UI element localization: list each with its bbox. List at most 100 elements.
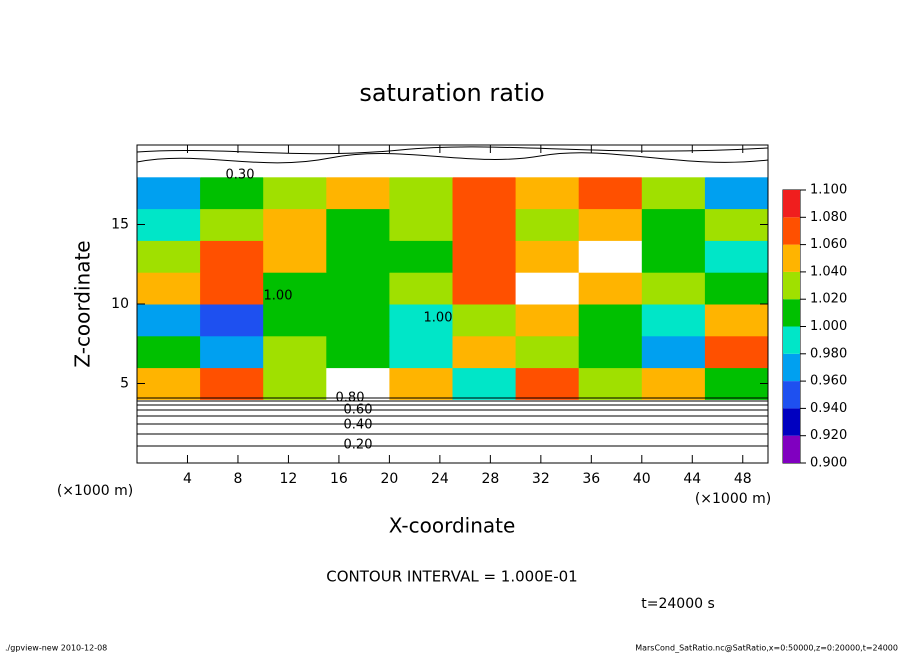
cell [137,431,201,464]
colorbar-label: 0.920 [810,428,847,443]
cell [389,272,453,305]
cell [263,367,327,400]
cell [578,431,643,464]
cell [200,240,264,273]
cell [452,145,517,178]
cell [515,208,580,241]
cell [452,367,517,400]
cell [578,272,643,305]
cell [578,304,643,337]
cell [326,176,390,210]
cell [137,272,201,305]
cell [389,176,453,210]
cell [641,304,706,337]
colorbar-label: 0.900 [810,456,847,471]
colorbar-label: 0.960 [810,374,847,389]
cell [452,272,517,305]
colorbar-swatch [783,190,800,218]
colorbar-swatch [783,381,800,409]
x-tick-label: 20 [380,471,398,487]
cell [515,145,580,178]
cell [137,240,201,273]
cell [641,367,706,400]
cell [641,272,706,305]
y-axis-label: Z-coordinate [71,240,95,367]
cell [137,367,201,400]
cell [200,272,264,305]
cell [578,335,643,369]
cell [326,431,390,464]
cell [704,240,769,273]
x-tick-label: 4 [183,471,192,487]
cell [515,431,580,464]
cell [641,335,706,369]
cell [704,208,769,241]
contour-label: 0.30 [226,168,255,183]
x-tick-label: 12 [280,471,298,487]
colorbar-label: 1.060 [810,237,847,252]
cell [137,304,201,337]
cell [263,304,327,337]
cell [137,145,201,178]
cell [578,176,643,210]
x-tick-label: 44 [683,471,701,487]
cell [326,145,390,178]
x-tick-label: 8 [233,471,242,487]
cell [704,367,769,400]
cell [704,272,769,305]
cell [263,176,327,210]
contour-label: 0.40 [344,418,373,433]
cell [389,304,453,337]
contour-label: 0.80 [336,391,365,406]
x-tick-label: 24 [431,471,449,487]
colorbar-label: 1.040 [810,264,847,279]
cell [389,240,453,273]
colorbar-label: 1.020 [810,292,847,307]
cell [263,240,327,273]
footer-left: ./gpview-new 2010-12-08 [5,644,107,653]
cell [326,367,390,400]
x-tick-label: 36 [582,471,600,487]
cell [452,208,517,241]
cell [200,431,264,464]
cell [578,367,643,400]
x-axis-label: X-coordinate [389,514,516,538]
cell [515,272,580,305]
cell [389,335,453,369]
cell [515,335,580,369]
x-tick-label: 32 [532,471,550,487]
cell [263,145,327,178]
x-unit: (×1000 m) [695,491,771,507]
cell [326,272,390,305]
cell [515,304,580,337]
cell [200,176,264,210]
colorbar-swatch [783,217,800,245]
cell [326,240,390,273]
colorbar-label: 1.100 [810,183,847,198]
cell [137,208,201,241]
cell [515,367,580,400]
footer-right: MarsCond_SatRatio.nc@SatRatio,x=0:50000,… [635,644,898,653]
field [137,145,769,464]
contour-label: 1.00 [264,289,293,304]
cell [326,208,390,241]
colorbar-swatch [783,435,800,463]
colorbar-label: 1.000 [810,319,847,334]
colorbar-swatch [783,326,800,354]
cell [389,431,453,464]
contour-line [137,397,768,447]
colorbar-label: 1.080 [810,210,847,225]
x-tick-label: 28 [481,471,499,487]
cell [326,335,390,369]
cell [515,176,580,210]
colorbar-swatch [783,271,800,300]
contour-line [136,152,769,164]
cell [578,240,643,273]
cell [137,335,201,369]
x-tick-label: 48 [734,471,752,487]
cell [200,367,264,400]
y-tick-label: 15 [111,217,129,233]
cell [452,304,517,337]
cell [389,208,453,241]
